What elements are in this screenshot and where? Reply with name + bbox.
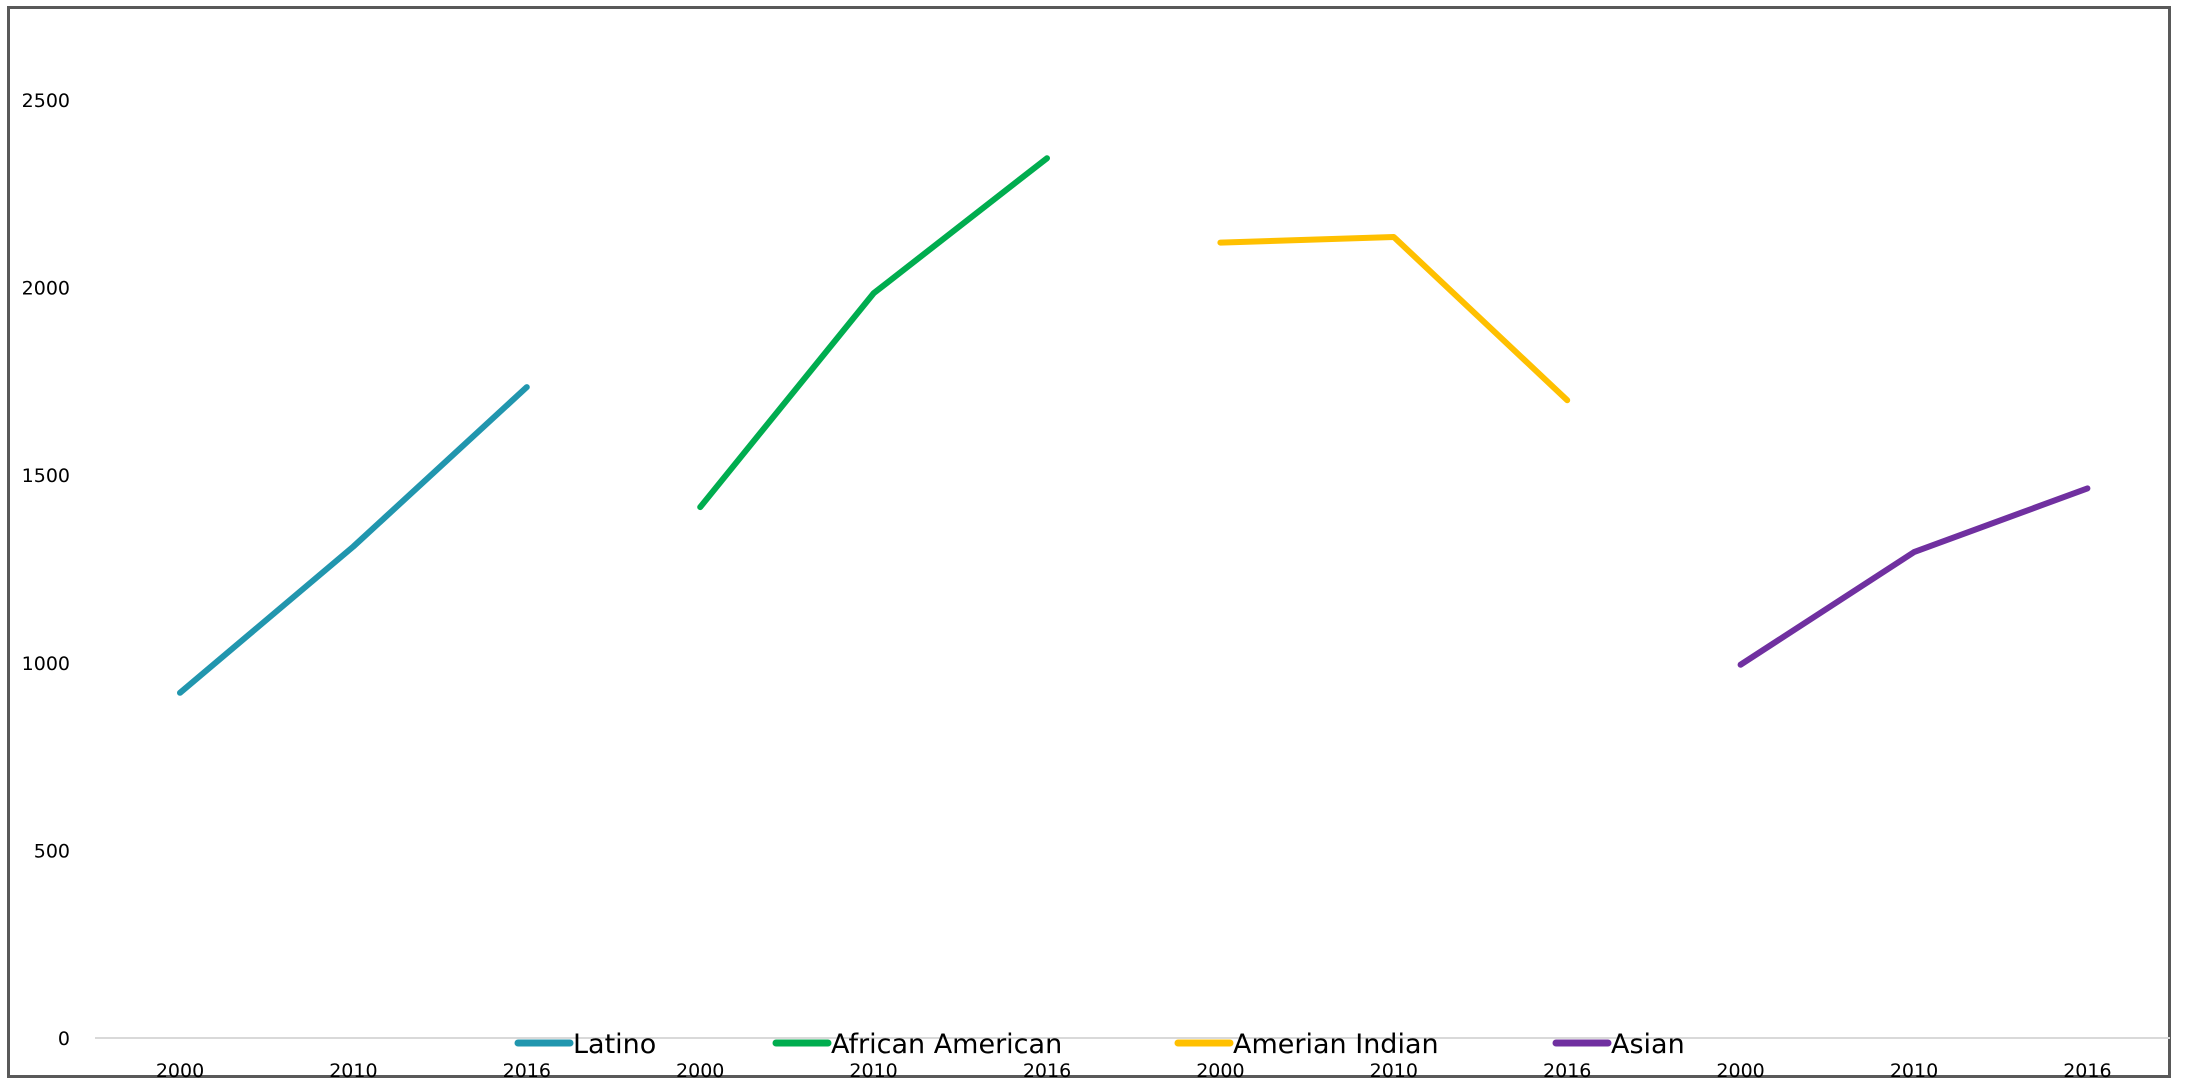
x-tick-label: 2016 (503, 1060, 551, 1082)
y-tick-label: 1500 (22, 465, 70, 487)
x-tick-label: 2000 (1196, 1060, 1244, 1082)
series-line-latino (177, 384, 530, 696)
x-tick-label: 2000 (1716, 1060, 1764, 1082)
legend-label-amerian-indian: Amerian Indian (1233, 1029, 1439, 1060)
x-tick-label: 2010 (329, 1060, 377, 1082)
axis-layer: 0 500 1000 1500 2000 2500 2000 2010 2016 2000 2010… (22, 90, 2170, 1082)
x-tick-label: 2010 (1370, 1060, 1418, 1082)
y-tick-label: 1000 (22, 653, 70, 675)
series-layer (177, 155, 2091, 696)
x-tick-label: 2010 (1890, 1060, 1938, 1082)
y-tick-label: 2000 (22, 278, 70, 300)
x-tick-label: 2016 (2063, 1060, 2111, 1082)
series-line-asian (1737, 485, 2091, 668)
x-tick-label: 2010 (849, 1060, 897, 1082)
x-tick-label: 2016 (1023, 1060, 1071, 1082)
x-tick-label: 2000 (156, 1060, 204, 1082)
legend-label-asian: Asian (1611, 1029, 1685, 1060)
series-line-amerian-indian (1217, 234, 1571, 404)
chart-frame (7, 6, 2171, 1078)
x-tick-label: 2000 (676, 1060, 724, 1082)
x-tick-label: 2016 (1543, 1060, 1591, 1082)
y-tick-label: 2500 (22, 90, 70, 112)
legend: Latino African American Amerian Indian Asia… (514, 1029, 1685, 1060)
y-tick-label: 0 (58, 1028, 70, 1050)
series-line-african-american (697, 155, 1050, 511)
legend-label-latino: Latino (573, 1029, 656, 1060)
legend-label-african-american: African American (831, 1029, 1062, 1060)
y-tick-label: 500 (34, 840, 70, 862)
